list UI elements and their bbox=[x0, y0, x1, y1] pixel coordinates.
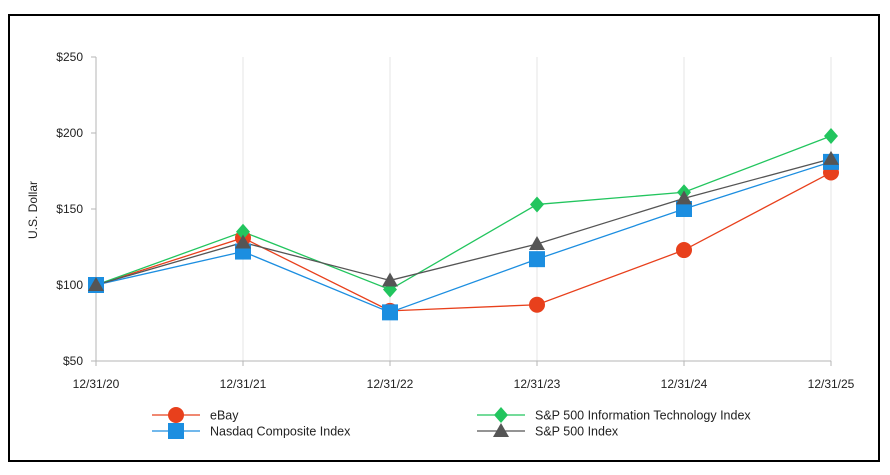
x-tick-label: 12/31/23 bbox=[514, 377, 561, 391]
x-tick-label: 12/31/25 bbox=[808, 377, 855, 391]
y-tick-label: $150 bbox=[56, 202, 83, 216]
series-line-s-p-500-index bbox=[95, 158, 832, 286]
x-tick-label: 12/31/22 bbox=[367, 377, 414, 391]
legend-label: eBay bbox=[210, 409, 239, 423]
data-point-nasdaq-composite-index bbox=[529, 251, 545, 268]
x-tick-label: 12/31/24 bbox=[661, 377, 708, 391]
legend-marker bbox=[168, 407, 184, 423]
data-point-s-p-500-information-technology-index bbox=[530, 196, 544, 213]
data-point-s-p-500-index bbox=[529, 235, 545, 250]
data-point-s-p-500-index bbox=[235, 234, 251, 249]
data-point-nasdaq-composite-index bbox=[676, 201, 692, 217]
legend-marker bbox=[493, 423, 509, 437]
data-point-s-p-500-information-technology-index bbox=[824, 128, 838, 145]
x-tick-label: 12/31/20 bbox=[73, 377, 120, 391]
y-axis-label: U.S. Dollar bbox=[26, 181, 40, 239]
legend-label: S&P 500 Information Technology Index bbox=[535, 409, 751, 423]
y-tick-label: $200 bbox=[56, 126, 83, 140]
legend-label: Nasdaq Composite Index bbox=[210, 425, 351, 439]
data-point-ebay bbox=[529, 296, 545, 313]
legend: eBay S&P 500 Information Technology Index… bbox=[152, 407, 751, 439]
x-tick-label: 12/31/21 bbox=[220, 377, 267, 391]
data-point-s-p-500-index bbox=[382, 272, 398, 287]
series-layer bbox=[88, 128, 839, 321]
series-line-ebay bbox=[95, 171, 832, 312]
data-point-nasdaq-composite-index bbox=[382, 304, 398, 321]
data-point-ebay bbox=[676, 242, 692, 259]
data-point-s-p-500-index bbox=[88, 277, 104, 291]
axes: $50 $100 $150 $200 $250 12/31/20 12/31/21 12/31… bbox=[56, 50, 854, 391]
y-tick-label: $100 bbox=[56, 278, 83, 292]
series-line-s-p-500-information-technology-index bbox=[95, 135, 832, 291]
y-tick-label: $250 bbox=[56, 50, 83, 64]
y-tick-label: $50 bbox=[63, 354, 83, 368]
data-point-s-p-500-information-technology-index bbox=[236, 223, 250, 240]
data-point-s-p-500-index bbox=[676, 190, 692, 205]
chart-frame bbox=[8, 14, 880, 462]
series-line-nasdaq-composite-index bbox=[95, 161, 832, 314]
legend-marker bbox=[494, 407, 508, 423]
data-point-s-p-500-index bbox=[823, 150, 839, 165]
legend-marker bbox=[168, 423, 184, 439]
legend-label: S&P 500 Index bbox=[535, 425, 619, 439]
